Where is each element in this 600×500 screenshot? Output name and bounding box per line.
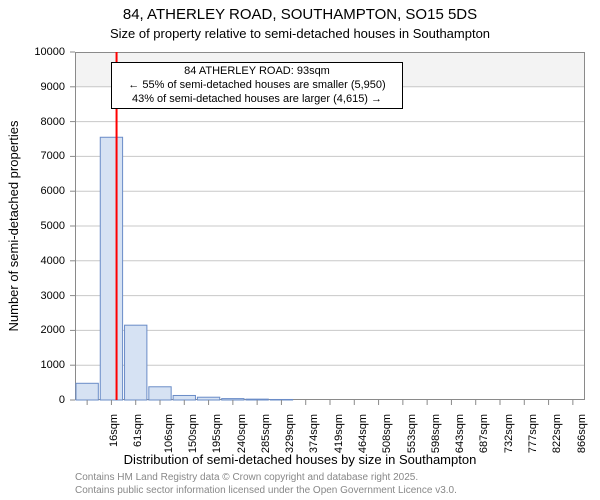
x-tick-label: 732sqm <box>503 414 515 453</box>
x-axis-label: Distribution of semi-detached houses by … <box>0 452 600 467</box>
x-tick-label: 329sqm <box>284 414 296 453</box>
x-tick-label: 150sqm <box>187 414 199 453</box>
y-tick-label: 8000 <box>0 116 65 128</box>
y-tick-label: 3000 <box>0 290 65 302</box>
x-tick-label: 508sqm <box>381 414 393 453</box>
x-tick-label: 61sqm <box>132 414 144 447</box>
x-tick-label: 240sqm <box>236 414 248 453</box>
chart-title: 84, ATHERLEY ROAD, SOUTHAMPTON, SO15 5DS <box>0 6 600 23</box>
chart-root: 84, ATHERLEY ROAD, SOUTHAMPTON, SO15 5DS… <box>0 0 600 500</box>
y-tick-label: 9000 <box>0 81 65 93</box>
x-tick-label: 598sqm <box>430 414 442 453</box>
x-tick-label: 374sqm <box>309 414 321 453</box>
x-tick-label: 285sqm <box>260 414 272 453</box>
x-tick-label: 866sqm <box>576 414 588 453</box>
x-tick-label: 643sqm <box>454 414 466 453</box>
y-tick-label: 5000 <box>0 220 65 232</box>
x-tick-label: 777sqm <box>527 414 539 453</box>
y-tick-label: 1000 <box>0 359 65 371</box>
annotation-line: ← 55% of semi-detached houses are smalle… <box>116 79 398 93</box>
x-tick-label: 195sqm <box>211 414 223 453</box>
y-tick-label: 6000 <box>0 185 65 197</box>
y-tick-label: 7000 <box>0 150 65 162</box>
plot-area: 84 ATHERLEY ROAD: 93sqm← 55% of semi-det… <box>75 52 585 400</box>
x-tick-label: 553sqm <box>406 414 418 453</box>
x-tick-label: 419sqm <box>333 414 345 453</box>
annotation-line: 84 ATHERLEY ROAD: 93sqm <box>116 65 398 79</box>
footer-line-1: Contains HM Land Registry data © Crown c… <box>75 472 418 483</box>
annotation-line: 43% of semi-detached houses are larger (… <box>116 93 398 107</box>
x-tick-label: 106sqm <box>163 414 175 453</box>
y-tick-label: 2000 <box>0 324 65 336</box>
y-tick-label: 0 <box>0 394 65 406</box>
x-tick-label: 687sqm <box>479 414 491 453</box>
chart-subtitle: Size of property relative to semi-detach… <box>0 26 600 41</box>
annotation-box: 84 ATHERLEY ROAD: 93sqm← 55% of semi-det… <box>111 62 403 109</box>
x-tick-label: 464sqm <box>357 414 369 453</box>
x-tick-label: 822sqm <box>551 414 563 453</box>
x-tick-label: 16sqm <box>108 414 120 447</box>
y-tick-label: 4000 <box>0 255 65 267</box>
y-tick-label: 10000 <box>0 46 65 58</box>
footer-line-2: Contains public sector information licen… <box>75 485 457 496</box>
